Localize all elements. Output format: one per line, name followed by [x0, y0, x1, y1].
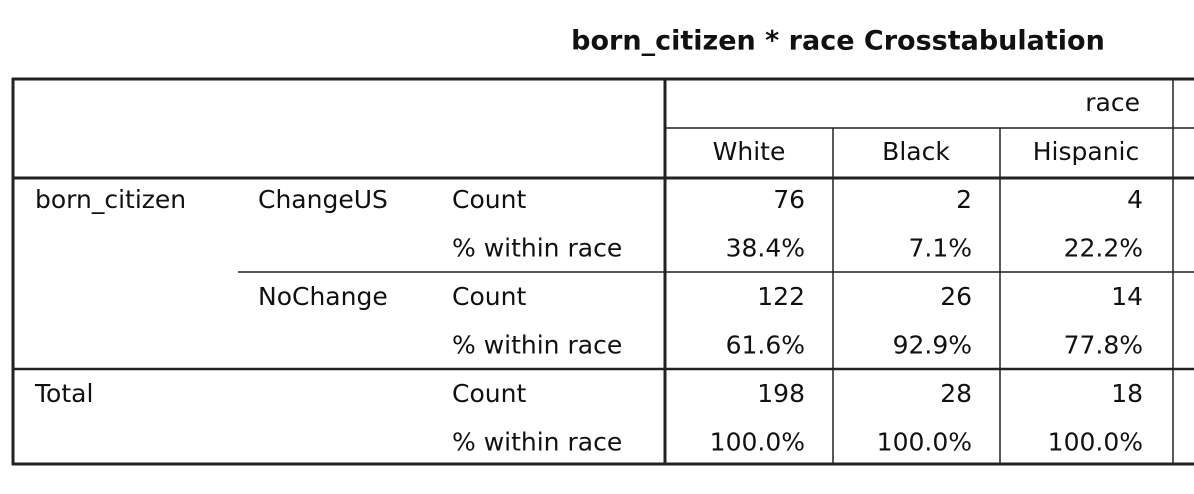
cell-value: 122: [757, 282, 805, 311]
cell-value: 61.6%: [726, 331, 805, 360]
row-statistic: % within race: [452, 428, 622, 457]
row-variable: born_citizen: [35, 185, 186, 214]
row-category: ChangeUS: [258, 185, 388, 214]
cell-value: 92.9%: [893, 331, 972, 360]
table-grid: [11, 77, 1194, 466]
cell-value: 14: [1111, 282, 1143, 311]
column-header: Hispanic: [1033, 137, 1140, 166]
cell-value: 28: [940, 379, 972, 408]
cell-value: 198: [757, 379, 805, 408]
row-statistic: % within race: [452, 331, 622, 360]
row-statistic: % within race: [452, 234, 622, 263]
cell-value: 4: [1127, 185, 1143, 214]
column-header: Black: [882, 137, 950, 166]
row-variable: Total: [34, 379, 93, 408]
cell-value: 7.1%: [908, 234, 972, 263]
cell-value: 26: [940, 282, 972, 311]
row-statistic: Count: [452, 379, 526, 408]
cell-value: 77.8%: [1064, 331, 1143, 360]
column-group-header: race: [1085, 88, 1140, 117]
cell-value: 18: [1111, 379, 1143, 408]
cell-value: 2: [956, 185, 972, 214]
cell-value: 100.0%: [877, 428, 972, 457]
cell-value: 100.0%: [710, 428, 805, 457]
column-header: White: [713, 137, 786, 166]
cell-value: 22.2%: [1064, 234, 1143, 263]
row-statistic: Count: [452, 282, 526, 311]
row-statistic: Count: [452, 185, 526, 214]
table-title: born_citizen * race Crosstabulation: [571, 26, 1105, 57]
cell-value: 76: [773, 185, 805, 214]
row-category: NoChange: [258, 282, 388, 311]
cell-value: 38.4%: [726, 234, 805, 263]
cell-value: 100.0%: [1048, 428, 1143, 457]
